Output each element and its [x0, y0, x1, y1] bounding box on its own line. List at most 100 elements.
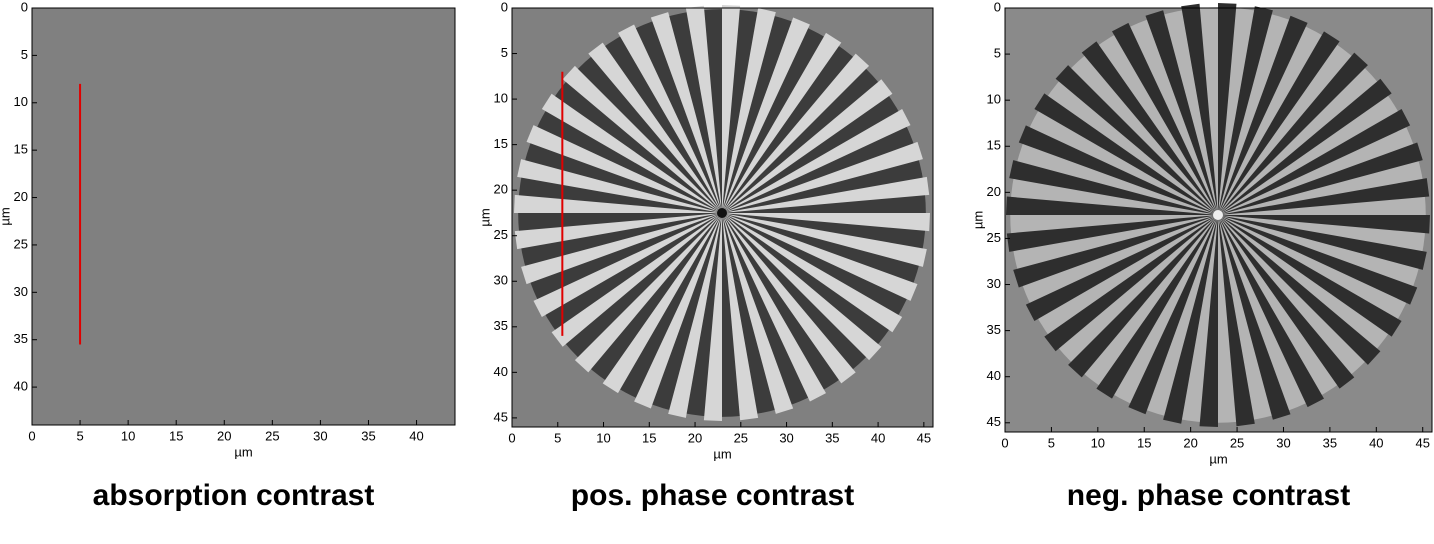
- y-tick-label: 35: [494, 318, 508, 333]
- star-spoke: [685, 5, 722, 213]
- star-spoke: [722, 53, 870, 214]
- star-spoke: [541, 93, 722, 213]
- y-tick-label: 20: [494, 182, 508, 197]
- x-tick-label: 45: [1415, 435, 1429, 450]
- star-spoke: [722, 213, 826, 402]
- star-spoke: [722, 213, 882, 361]
- x-axis-label: µm: [1209, 451, 1227, 466]
- x-tick-label: 0: [1001, 435, 1008, 450]
- star-spoke: [1218, 15, 1308, 215]
- axes-frame: [511, 7, 934, 428]
- star-spoke: [1218, 215, 1430, 234]
- y-tick-label: 35: [987, 322, 1001, 337]
- star-spoke: [668, 213, 722, 418]
- y-tick-label: 25: [987, 230, 1001, 245]
- x-tick-label: 5: [1048, 435, 1055, 450]
- star-spoke: [602, 213, 722, 394]
- star-spoke: [588, 42, 722, 213]
- star-spoke: [722, 213, 930, 232]
- star-spoke: [521, 213, 722, 285]
- x-tick-label: 40: [1369, 435, 1383, 450]
- star-spoke: [722, 213, 903, 333]
- star-spoke: [1218, 3, 1237, 215]
- y-tick-label: 10: [494, 91, 508, 106]
- x-tick-label: 15: [642, 430, 656, 445]
- x-tick-label: 30: [313, 428, 327, 443]
- star-spoke: [1218, 78, 1392, 215]
- star-spoke: [533, 213, 722, 317]
- y-tick-label: 40: [987, 368, 1001, 383]
- star-spoke: [1218, 215, 1324, 408]
- star-spoke: [514, 194, 722, 213]
- star-spoke: [574, 213, 722, 373]
- star-spoke: [1025, 215, 1218, 321]
- x-tick-label: 25: [265, 428, 279, 443]
- star-spoke: [618, 24, 722, 214]
- y-tick-label: 40: [14, 379, 28, 394]
- y-tick-label: 30: [987, 276, 1001, 291]
- star-spoke: [1218, 215, 1355, 389]
- y-tick-label: 30: [494, 273, 508, 288]
- y-axis-label: µm: [970, 211, 985, 229]
- y-tick-label: 15: [987, 138, 1001, 153]
- x-tick-label: 20: [1183, 435, 1197, 450]
- star-spoke: [722, 5, 741, 213]
- x-tick-label: 45: [917, 430, 931, 445]
- star-spoke: [1218, 142, 1423, 215]
- y-tick-label: 25: [14, 236, 28, 251]
- star-spoke: [514, 213, 722, 250]
- star-spoke: [517, 159, 722, 213]
- star-spoke: [722, 109, 911, 213]
- x-tick-label: 35: [1323, 435, 1337, 450]
- star-spoke: [722, 141, 923, 213]
- x-tick-label: 5: [76, 428, 83, 443]
- y-tick-label: 25: [494, 227, 508, 242]
- star-spoke: [1218, 6, 1273, 215]
- star-spoke: [1199, 215, 1218, 427]
- x-tick-label: 40: [871, 430, 885, 445]
- star-spoke: [1218, 215, 1291, 420]
- star-spoke: [722, 213, 794, 414]
- x-axis-label: µm: [713, 446, 731, 461]
- star-spoke: [650, 12, 722, 213]
- y-tick-label: 15: [494, 136, 508, 151]
- star-spoke: [1218, 215, 1427, 270]
- star-spoke: [722, 213, 759, 421]
- x-tick-label: 10: [1091, 435, 1105, 450]
- image-background: [32, 8, 455, 425]
- star-spoke: [634, 213, 722, 409]
- y-tick-label: 45: [987, 414, 1001, 429]
- axes-frame: [1004, 7, 1433, 433]
- x-tick-label: 25: [734, 430, 748, 445]
- x-tick-label: 20: [688, 430, 702, 445]
- star-spoke: [1163, 215, 1218, 424]
- star-spoke: [1009, 160, 1218, 215]
- y-tick-label: 10: [14, 94, 28, 109]
- x-tick-label: 25: [1230, 435, 1244, 450]
- star-spoke: [1218, 215, 1418, 305]
- y-axis-label: µm: [0, 207, 12, 225]
- star-spoke: [1096, 215, 1218, 399]
- star-spoke: [1145, 10, 1218, 215]
- caption: pos. phase contrast: [571, 479, 854, 512]
- y-tick-label: 35: [14, 331, 28, 346]
- y-tick-label: 0: [21, 0, 28, 14]
- x-tick-label: 10: [596, 430, 610, 445]
- x-tick-label: 5: [554, 430, 561, 445]
- y-axis-label: µm: [477, 208, 492, 226]
- caption: neg. phase contrast: [1067, 479, 1350, 512]
- star-spoke: [1081, 41, 1218, 215]
- star-spoke: [1018, 125, 1218, 215]
- star-spoke: [722, 17, 810, 214]
- x-tick-label: 15: [1137, 435, 1151, 450]
- star-spoke: [703, 213, 722, 421]
- star-spoke: [722, 176, 930, 213]
- y-tick-label: 0: [501, 0, 508, 14]
- y-tick-label: 5: [21, 47, 28, 62]
- star-spoke: [722, 213, 918, 301]
- star-spoke: [1068, 215, 1218, 378]
- star-spoke: [1044, 215, 1218, 352]
- x-tick-label: 30: [1276, 435, 1290, 450]
- y-tick-label: 10: [987, 92, 1001, 107]
- x-tick-label: 10: [121, 428, 135, 443]
